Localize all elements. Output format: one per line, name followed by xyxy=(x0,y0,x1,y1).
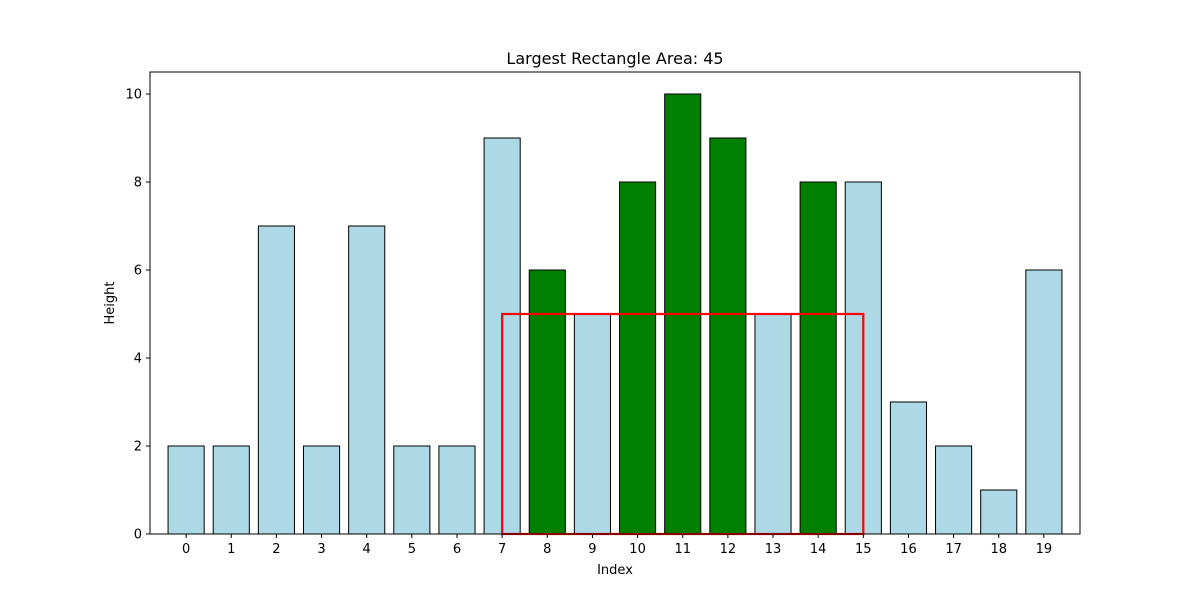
y-axis-ticks: 0 2 4 6 8 10 xyxy=(125,88,150,543)
x-tick-label: 8 xyxy=(543,542,551,557)
bar-16 xyxy=(889,401,928,535)
y-tick-label: 10 xyxy=(125,88,142,103)
x-tick-label: 0 xyxy=(182,542,190,557)
y-tick-label: 2 xyxy=(134,440,142,455)
x-tick-label: 10 xyxy=(629,542,646,557)
x-tick-label: 3 xyxy=(317,542,325,557)
chart-title: Largest Rectangle Area: 45 xyxy=(506,49,723,68)
bar-13 xyxy=(754,313,792,535)
bar-14 xyxy=(799,181,837,535)
x-tick-label: 2 xyxy=(272,542,280,557)
plot-area-frame xyxy=(149,71,1081,535)
y-tick-label: 4 xyxy=(134,352,142,367)
bar-0 xyxy=(167,445,205,535)
bar-4 xyxy=(348,225,386,535)
x-tick-label: 11 xyxy=(674,542,691,557)
x-tick-label: 19 xyxy=(1036,542,1053,557)
bar-2 xyxy=(257,225,295,535)
bar-19 xyxy=(1025,269,1063,535)
bar-3 xyxy=(302,445,341,535)
x-tick-label: 9 xyxy=(588,542,596,557)
bar-8 xyxy=(528,269,566,535)
y-tick-label: 0 xyxy=(134,528,142,543)
bar-17 xyxy=(935,445,973,535)
x-axis-label: Index xyxy=(597,563,633,578)
bar-9 xyxy=(573,313,611,535)
bar-5 xyxy=(393,445,431,535)
bars-group xyxy=(167,93,1063,535)
x-tick-label: 18 xyxy=(990,542,1007,557)
x-tick-label: 16 xyxy=(900,542,917,557)
y-tick-label: 8 xyxy=(134,176,142,191)
x-tick-label: 14 xyxy=(810,542,827,557)
x-tick-label: 1 xyxy=(227,542,235,557)
bar-1 xyxy=(212,445,250,535)
x-tick-label: 17 xyxy=(945,542,962,557)
bar-12 xyxy=(709,137,747,535)
x-axis-ticks: 0 1 2 3 4 5 6 7 8 9 10 11 12 13 14 15 16 17 18 19 xyxy=(182,534,1052,557)
x-tick-label: 12 xyxy=(720,542,737,557)
x-tick-label: 6 xyxy=(453,542,461,557)
x-tick-label: 7 xyxy=(498,542,506,557)
x-tick-label: 15 xyxy=(855,542,872,557)
bar-6 xyxy=(438,445,476,535)
x-tick-label: 13 xyxy=(765,542,782,557)
bar-18 xyxy=(980,489,1018,535)
y-axis-label: Height xyxy=(103,282,118,325)
bar-10 xyxy=(619,181,657,535)
x-tick-label: 5 xyxy=(408,542,416,557)
y-tick-label: 6 xyxy=(134,264,142,279)
x-tick-label: 4 xyxy=(363,542,371,557)
